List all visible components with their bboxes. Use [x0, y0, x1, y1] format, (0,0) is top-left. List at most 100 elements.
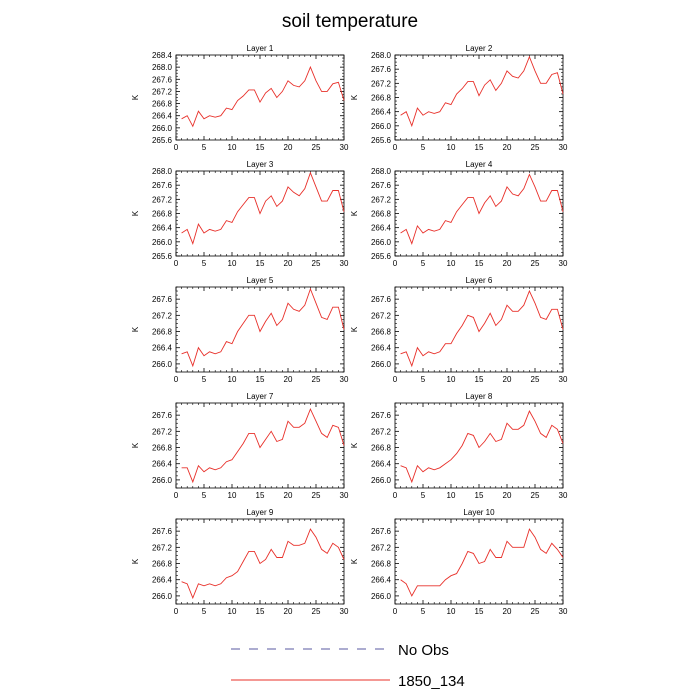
panel-6-frame [394, 286, 564, 373]
panel-8-xtick-label: 20 [503, 491, 512, 500]
panel-8-xtick-label: 30 [559, 491, 568, 500]
panel-3-ytick-label: 265.6 [152, 252, 173, 261]
panel-9-ytick-label: 267.6 [152, 527, 173, 536]
panel-8-ytick-label: 266.8 [371, 444, 392, 453]
panel-9-frame [175, 518, 345, 605]
panel-2-series-line-1 [400, 55, 564, 128]
panel-8-frame [394, 402, 564, 489]
panel-1-ytick-label: 268.0 [152, 63, 173, 72]
panel-5-title: Layer 5 [247, 276, 274, 285]
panel-2-ytick-label: 267.2 [371, 79, 392, 88]
panel-3-title: Layer 3 [247, 160, 274, 169]
panel-2-ytick-label: 266.8 [371, 94, 392, 103]
panel-5-series-line-1 [181, 287, 345, 368]
panel-9-xtick-label: 20 [284, 607, 293, 616]
panel-7-ytick-label: 266.8 [152, 444, 173, 453]
panels-group: Layer 1 K 0 5 10 15 20 25 30 265.6 266.0 266.4 266.8… [131, 44, 568, 616]
legend-label-no-obs: No Obs [398, 642, 449, 659]
panel-3-xtick-label: 20 [284, 259, 293, 268]
panel-2-frame [394, 54, 564, 141]
panel-4-ytick-label: 266.0 [371, 238, 392, 247]
panel-3-ytick-label: 266.4 [152, 224, 173, 233]
panel-2-ytick-label: 267.6 [371, 65, 392, 74]
panel-6-ytick-label: 267.6 [371, 295, 392, 304]
panel-7-ylabel: K [131, 442, 140, 448]
panel-3-ylabel: K [131, 210, 140, 216]
panel-6-ytick-label: 266.8 [371, 328, 392, 337]
panel-10-xtick-label: 10 [447, 607, 456, 616]
panel-5-ytick-label: 266.4 [152, 344, 173, 353]
panel-10-ytick-label: 266.0 [371, 592, 392, 601]
legend-label-1850-134: 1850_134 [398, 673, 465, 690]
panel-9-xtick-label: 0 [174, 607, 179, 616]
panel-6: Layer 6 K 0 5 10 15 20 25 30 266.0 266.4 266.8 267.2… [350, 276, 568, 384]
panel-10-frame [394, 518, 564, 605]
panel-1-xtick-label: 20 [284, 143, 293, 152]
panel-7: Layer 7 K 0 5 10 15 20 25 30 266.0 266.4 266.8 267.2… [131, 392, 349, 500]
panel-8-ylabel: K [350, 442, 359, 448]
panel-6-ytick-label: 266.4 [371, 344, 392, 353]
panel-3-xtick-label: 30 [340, 259, 349, 268]
panel-3-ytick-label: 267.2 [152, 195, 173, 204]
panel-10-ytick-label: 266.8 [371, 560, 392, 569]
panel-10-xtick-label: 0 [393, 607, 398, 616]
panel-7-series-line-1 [181, 407, 345, 484]
panel-1-ytick-label: 266.0 [152, 124, 173, 133]
panel-9-xtick-label: 5 [202, 607, 207, 616]
panel-7-xtick-label: 25 [312, 491, 321, 500]
panel-4: Layer 4 K 0 5 10 15 20 25 30 265.6 266.0 266.4 266.8… [350, 160, 568, 268]
panel-4-ytick-label: 267.6 [371, 181, 392, 190]
panel-4-ytick-label: 266.4 [371, 224, 392, 233]
panel-10-xtick-label: 30 [559, 607, 568, 616]
panel-5-ylabel: K [131, 326, 140, 332]
panel-1-series-line-1 [181, 65, 345, 128]
panel-3-xtick-label: 15 [256, 259, 265, 268]
panel-6-xtick-label: 25 [531, 375, 540, 384]
panel-6-ytick-label: 267.2 [371, 311, 392, 320]
panel-9-xtick-label: 15 [256, 607, 265, 616]
panel-7-ytick-label: 266.0 [152, 476, 173, 485]
panel-9-title: Layer 9 [247, 508, 274, 517]
panel-8-xtick-label: 0 [393, 491, 398, 500]
panel-10-xtick-label: 25 [531, 607, 540, 616]
panel-6-title: Layer 6 [466, 276, 493, 285]
panel-10-title: Layer 10 [463, 508, 495, 517]
panel-6-xtick-label: 10 [447, 375, 456, 384]
panel-4-xtick-label: 25 [531, 259, 540, 268]
panel-1-xtick-label: 0 [174, 143, 179, 152]
panel-8-ytick-label: 267.2 [371, 427, 392, 436]
panel-4-series-line-1 [400, 173, 564, 245]
panel-4-xtick-label: 15 [475, 259, 484, 268]
panel-10-xtick-label: 5 [421, 607, 426, 616]
panel-1-xtick-label: 5 [202, 143, 207, 152]
panel-3-xtick-label: 10 [228, 259, 237, 268]
panel-7-frame [175, 402, 345, 489]
panel-3-ytick-label: 268.0 [152, 167, 173, 176]
panel-8-xtick-label: 10 [447, 491, 456, 500]
panel-6-ylabel: K [350, 326, 359, 332]
panel-10-ytick-label: 266.4 [371, 576, 392, 585]
panel-2-ytick-label: 266.4 [371, 108, 392, 117]
panel-9-series-line-1 [181, 528, 345, 600]
panel-9-xtick-label: 30 [340, 607, 349, 616]
panel-5-xtick-label: 5 [202, 375, 207, 384]
panel-9-ytick-label: 266.8 [152, 560, 173, 569]
panel-1-xtick-label: 10 [228, 143, 237, 152]
panel-2-xtick-label: 15 [475, 143, 484, 152]
panel-1-xtick-label: 30 [340, 143, 349, 152]
panel-1-frame [175, 54, 345, 141]
panel-2: Layer 2 K 0 5 10 15 20 25 30 265.6 266.0 266.4 266.8… [350, 44, 568, 152]
panel-1-title: Layer 1 [247, 44, 274, 53]
panel-1-ytick-label: 268.4 [152, 51, 173, 60]
panel-4-xtick-label: 30 [559, 259, 568, 268]
panel-3-xtick-label: 0 [174, 259, 179, 268]
panel-4-xtick-label: 5 [421, 259, 426, 268]
panel-5-frame [175, 286, 345, 373]
panel-6-xtick-label: 20 [503, 375, 512, 384]
panel-5-xtick-label: 15 [256, 375, 265, 384]
panel-1-ytick-label: 265.6 [152, 136, 173, 145]
panel-4-ytick-label: 265.6 [371, 252, 392, 261]
panel-2-xtick-label: 0 [393, 143, 398, 152]
panel-5-xtick-label: 0 [174, 375, 179, 384]
panel-1-ytick-label: 266.8 [152, 100, 173, 109]
